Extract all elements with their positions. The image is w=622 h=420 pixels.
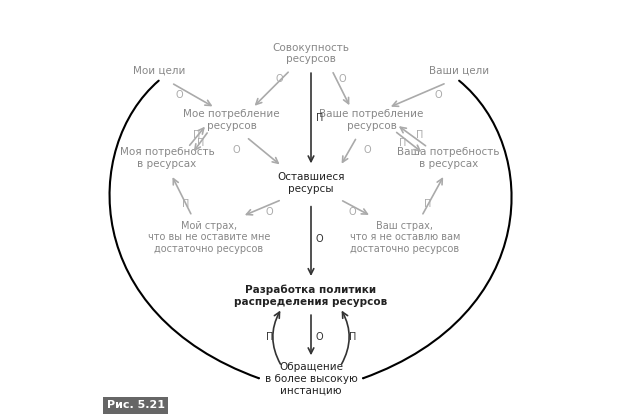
FancyArrowPatch shape [109,81,259,378]
Text: О: О [232,144,239,155]
Text: О: О [266,207,273,217]
Text: Ваше потребление
ресурсов: Ваше потребление ресурсов [319,110,424,131]
Text: П: П [197,138,204,148]
Text: О: О [315,332,323,342]
Text: П: П [424,199,432,209]
Text: Моя потребность
в ресурсах: Моя потребность в ресурсах [119,147,215,169]
Text: О: О [363,144,371,155]
Text: Совокупность
ресурсов: Совокупность ресурсов [272,43,350,64]
Text: Мой страх,
что вы не оставите мне
достаточно ресурсов: Мой страх, что вы не оставите мне достат… [147,220,270,254]
Text: О: О [338,74,346,84]
Text: П: П [315,113,323,123]
Text: Ваш страх,
что я не оставлю вам
достаточно ресурсов: Ваш страх, что я не оставлю вам достаточ… [350,220,460,254]
Text: Ваша потребность
в ресурсах: Ваша потребность в ресурсах [397,147,500,169]
Text: П: П [415,130,423,140]
Text: Обращение
в более высокую
инстанцию: Обращение в более высокую инстанцию [264,362,358,396]
Text: Мои цели: Мои цели [132,65,185,75]
Text: Рис. 5.21: Рис. 5.21 [106,400,165,410]
Text: О: О [276,74,284,84]
Text: П: П [182,199,190,209]
Text: П: П [266,332,273,342]
Text: Мое потребление
ресурсов: Мое потребление ресурсов [183,110,280,131]
Text: О: О [349,207,356,217]
FancyArrowPatch shape [363,81,511,378]
Text: Оставшиеся
ресурсы: Оставшиеся ресурсы [277,172,345,194]
Text: П: П [193,130,200,140]
Text: О: О [434,90,442,100]
Text: Разработка политики
распределения ресурсов: Разработка политики распределения ресурс… [234,284,388,307]
Text: П: П [399,138,406,148]
Text: Ваши цели: Ваши цели [429,65,489,75]
Text: П: П [349,332,356,342]
Text: О: О [315,234,323,244]
Text: О: О [176,90,183,100]
